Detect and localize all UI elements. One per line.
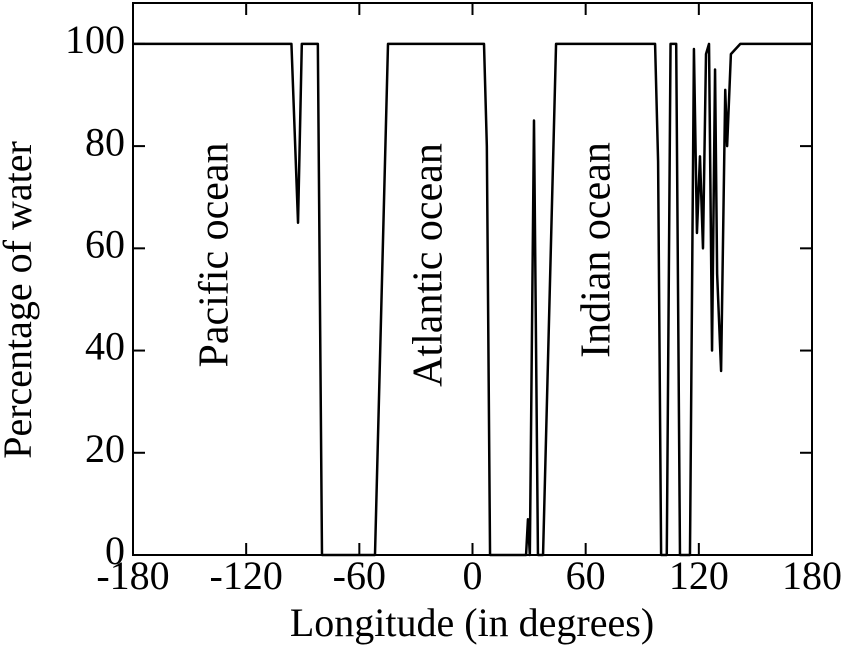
y-tick-label: 60 — [85, 222, 125, 267]
x-tick-label: 120 — [669, 553, 729, 598]
y-axis-label: Percentage of water — [0, 141, 40, 459]
x-tick-label: -120 — [210, 553, 283, 598]
y-tick-label: 0 — [105, 528, 125, 573]
annotation: Atlantic ocean — [406, 143, 452, 387]
y-tick-label: 80 — [85, 119, 125, 164]
annotation: Indian ocean — [574, 142, 620, 358]
x-tick-label: 60 — [566, 553, 606, 598]
x-tick-label: 0 — [463, 553, 483, 598]
data-line — [133, 42, 812, 557]
x-axis-label: Longitude (in degrees) — [290, 600, 654, 645]
x-tick-label: -180 — [96, 553, 169, 598]
y-tick-label: 100 — [65, 17, 125, 62]
x-tick-label: 180 — [782, 553, 842, 598]
y-tick-label: 20 — [85, 426, 125, 471]
annotation: Pacific ocean — [192, 142, 238, 367]
y-tick-label: 40 — [85, 324, 125, 369]
x-tick-label: -60 — [333, 553, 386, 598]
